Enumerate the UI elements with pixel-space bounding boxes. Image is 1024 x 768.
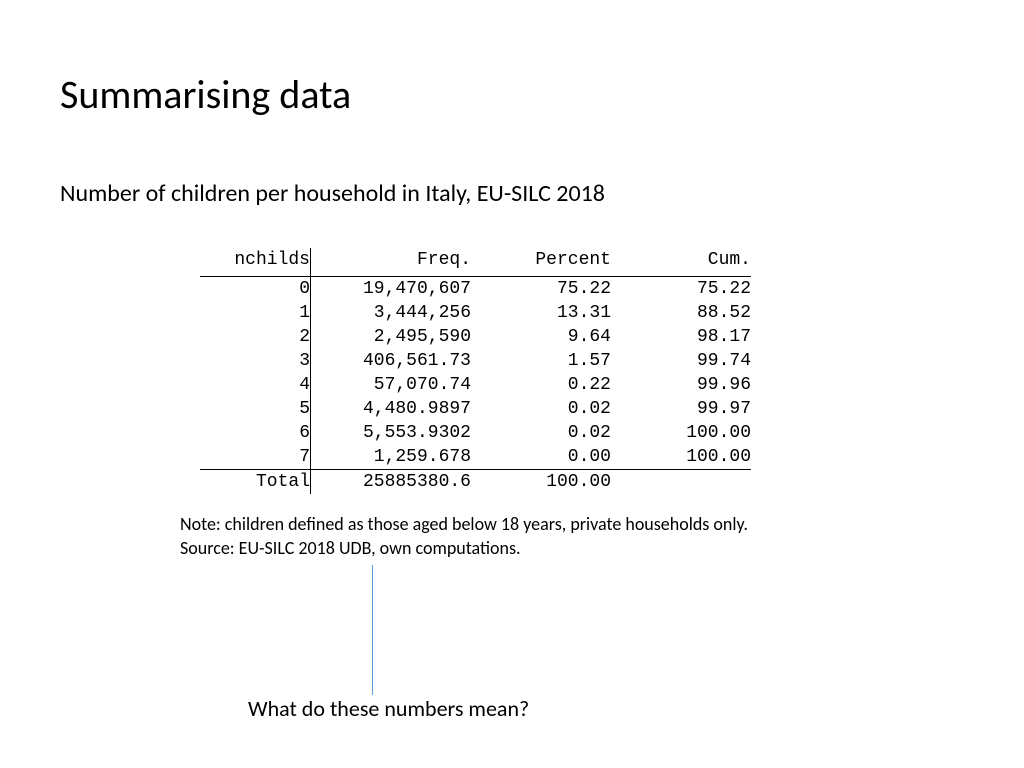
cell-cum: 98.17 (611, 325, 751, 349)
cell-total-freq: 25885380.6 (311, 470, 472, 495)
cell-nchilds: 5 (200, 397, 311, 421)
cell-percent: 13.31 (471, 301, 611, 325)
cell-percent: 0.02 (471, 397, 611, 421)
frequency-table: nchilds Freq. Percent Cum. 0 19,470,607 … (200, 248, 800, 494)
cell-freq: 19,470,607 (311, 277, 472, 302)
table-total-row: Total 25885380.6 100.00 (200, 470, 751, 495)
cell-nchilds: 2 (200, 325, 311, 349)
slide: Summarising data Number of children per … (0, 0, 1024, 768)
cell-cum: 99.96 (611, 373, 751, 397)
cell-percent: 0.22 (471, 373, 611, 397)
cell-percent: 1.57 (471, 349, 611, 373)
slide-title: Summarising data (60, 70, 964, 119)
cell-freq: 3,444,256 (311, 301, 472, 325)
cell-cum: 99.97 (611, 397, 751, 421)
footnote-line1: Note: children defined as those aged bel… (180, 512, 964, 536)
footnote-line2: Source: EU-SILC 2018 UDB, own computatio… (180, 536, 964, 560)
cell-total-label: Total (200, 470, 311, 495)
table-row: 0 19,470,607 75.22 75.22 (200, 277, 751, 302)
cell-freq: 406,561.73 (311, 349, 472, 373)
footnote: Note: children defined as those aged bel… (180, 512, 964, 561)
cell-total-percent: 100.00 (471, 470, 611, 495)
cell-percent: 75.22 (471, 277, 611, 302)
cell-cum: 100.00 (611, 445, 751, 470)
cell-nchilds: 0 (200, 277, 311, 302)
table-row: 2 2,495,590 9.64 98.17 (200, 325, 751, 349)
col-header-cum: Cum. (611, 248, 751, 277)
cell-percent: 0.02 (471, 421, 611, 445)
col-header-nchilds: nchilds (200, 248, 311, 277)
cell-cum: 100.00 (611, 421, 751, 445)
cell-nchilds: 1 (200, 301, 311, 325)
cell-total-cum (611, 470, 751, 495)
cell-freq: 1,259.678 (311, 445, 472, 470)
cell-nchilds: 6 (200, 421, 311, 445)
cell-nchilds: 4 (200, 373, 311, 397)
table-row: 3 406,561.73 1.57 99.74 (200, 349, 751, 373)
col-header-percent: Percent (471, 248, 611, 277)
cell-cum: 99.74 (611, 349, 751, 373)
col-header-freq: Freq. (311, 248, 472, 277)
callout-connector-line (372, 565, 373, 695)
stata-table: nchilds Freq. Percent Cum. 0 19,470,607 … (200, 248, 751, 494)
cell-freq: 4,480.9897 (311, 397, 472, 421)
cell-percent: 9.64 (471, 325, 611, 349)
callout-text: What do these numbers mean? (248, 695, 529, 722)
table-row: 5 4,480.9897 0.02 99.97 (200, 397, 751, 421)
cell-cum: 75.22 (611, 277, 751, 302)
cell-freq: 57,070.74 (311, 373, 472, 397)
table-row: 7 1,259.678 0.00 100.00 (200, 445, 751, 470)
cell-cum: 88.52 (611, 301, 751, 325)
table-row: 6 5,553.9302 0.02 100.00 (200, 421, 751, 445)
slide-subtitle: Number of children per household in Ital… (60, 179, 964, 208)
cell-nchilds: 3 (200, 349, 311, 373)
table-row: 1 3,444,256 13.31 88.52 (200, 301, 751, 325)
table-row: 4 57,070.74 0.22 99.96 (200, 373, 751, 397)
cell-nchilds: 7 (200, 445, 311, 470)
cell-percent: 0.00 (471, 445, 611, 470)
cell-freq: 2,495,590 (311, 325, 472, 349)
table-header-row: nchilds Freq. Percent Cum. (200, 248, 751, 277)
cell-freq: 5,553.9302 (311, 421, 472, 445)
